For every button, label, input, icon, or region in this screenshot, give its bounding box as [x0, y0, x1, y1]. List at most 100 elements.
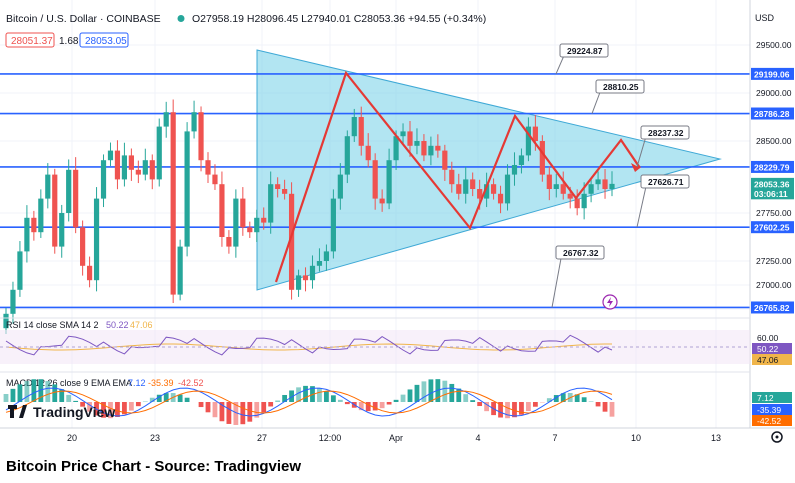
macd-histogram-bar [226, 402, 232, 424]
price-tick-label: 28500.00 [756, 136, 792, 146]
candle-body [588, 184, 594, 194]
macd-axis-value-2: -35.39 [757, 405, 781, 415]
candle-body [518, 155, 525, 165]
candle-body [149, 160, 155, 180]
macd-histogram-bar [233, 402, 239, 425]
candle-body [560, 184, 566, 194]
tradingview-logo[interactable]: TradingView [8, 404, 115, 420]
macd-histogram-bar [31, 379, 37, 402]
callout-box [640, 174, 690, 189]
candle-body [52, 174, 58, 247]
callout-box [559, 43, 609, 58]
macd-histogram-bar [428, 379, 434, 402]
rsi-label: RSI 14 close SMA 14 2 [6, 320, 99, 330]
price-label-box [751, 221, 794, 234]
market-status-icon [177, 15, 185, 22]
symbol-title[interactable]: Bitcoin / U.S. Dollar · COINBASE [6, 13, 161, 25]
time-tick-label: 10 [631, 433, 641, 443]
price-label-text: 29199.06 [754, 69, 790, 79]
price-tick-label: 27250.00 [756, 256, 792, 266]
level-callouts: 29224.87 28810.25 28237.32 27626.71 26767.32 [551, 43, 690, 308]
candle-body [240, 198, 246, 228]
macd-histogram-bar [414, 384, 420, 402]
time-axis[interactable]: 20 23 27 12:00 Apr 4 7 10 13 [67, 433, 721, 443]
macd-histogram-bar [212, 402, 218, 418]
macd-histogram-bar [393, 399, 399, 402]
macd-value-2: -35.39 [148, 378, 174, 388]
macd-histogram-bar [163, 393, 169, 402]
price-label-box [751, 177, 794, 190]
candle-body [365, 145, 371, 161]
candle-body [386, 160, 392, 204]
macd-pane[interactable]: MACD 12 26 close 9 EMA EMA 7.12 -35.39 -… [3, 378, 792, 426]
macd-histogram-bar [407, 389, 413, 402]
candle-body [435, 145, 441, 151]
candle-body [128, 155, 134, 170]
macd-histogram-bar [289, 390, 294, 402]
candle-body [73, 169, 79, 228]
macd-histogram-bar [470, 400, 476, 402]
candle-body [66, 169, 72, 213]
time-tick-label: 13 [711, 433, 721, 443]
candle-body [282, 189, 288, 194]
macd-histogram-bar [219, 402, 225, 422]
rsi-pane[interactable]: RSI 14 close SMA 14 2 50.22 47.06 60.00 … [0, 320, 792, 365]
candle-body [45, 174, 51, 199]
macd-histogram-bar [602, 402, 608, 412]
currency-label[interactable]: USD [755, 13, 775, 23]
price-label-text: 28786.28 [754, 109, 790, 119]
candle-body [344, 136, 350, 175]
macd-histogram-bar [379, 402, 385, 409]
candle-body [288, 193, 295, 290]
macd-histogram-bar [330, 395, 336, 402]
candle-body [80, 227, 86, 266]
price-label-box [751, 187, 794, 200]
candle-body [323, 251, 330, 261]
callout-box [595, 79, 645, 94]
lightning-icon[interactable] [602, 294, 618, 310]
macd-histogram-bar [184, 397, 190, 402]
candle-body [532, 126, 538, 141]
candle-body [567, 193, 573, 199]
rsi-axis-value-2: 47.06 [757, 355, 779, 365]
macd-histogram-bar [337, 399, 343, 402]
macd-histogram-bar [498, 402, 503, 418]
bid-box[interactable] [5, 32, 55, 48]
candle-body [484, 184, 490, 199]
price-label-box [751, 160, 794, 173]
time-tick-label: 7 [552, 433, 557, 443]
candle-body [456, 184, 462, 194]
macd-histogram-bar [135, 402, 141, 407]
callout-leader [551, 252, 563, 308]
ask-box[interactable] [79, 32, 129, 48]
candle-body [393, 136, 399, 161]
rsi-axis-tick: 60.00 [757, 333, 779, 343]
candle-body [581, 193, 587, 209]
candle-body [38, 198, 44, 233]
macd-histogram-bar [421, 381, 427, 402]
candle-body [595, 179, 601, 185]
candle-body [233, 198, 239, 247]
chart-header: Bitcoin / U.S. Dollar · COINBASE O27958.… [5, 13, 486, 48]
time-tick-label: 20 [67, 433, 77, 443]
time-tick-label: 23 [150, 433, 160, 443]
macd-histogram-bar [115, 402, 120, 417]
rsi-value-2: 47.06 [130, 320, 153, 330]
candle-body [428, 145, 434, 156]
candle-body [449, 169, 455, 185]
candle-body [400, 131, 406, 137]
macd-histogram-bar [177, 394, 183, 402]
time-tick-label: 4 [475, 433, 480, 443]
price-tick-label: 27000.00 [756, 280, 792, 290]
candle-body [10, 289, 16, 314]
rsi-axis-value-1: 50.22 [757, 344, 779, 354]
price-label-box [751, 107, 794, 120]
settings-gear-icon[interactable] [771, 431, 783, 443]
macd-histogram-bar [386, 402, 392, 405]
callout-text: 26767.32 [563, 248, 599, 258]
macd-histogram-bar [247, 402, 253, 422]
candle-body [316, 261, 323, 266]
macd-axis-value-1: 7.12 [757, 393, 774, 403]
callout-text: 28237.32 [648, 128, 684, 138]
